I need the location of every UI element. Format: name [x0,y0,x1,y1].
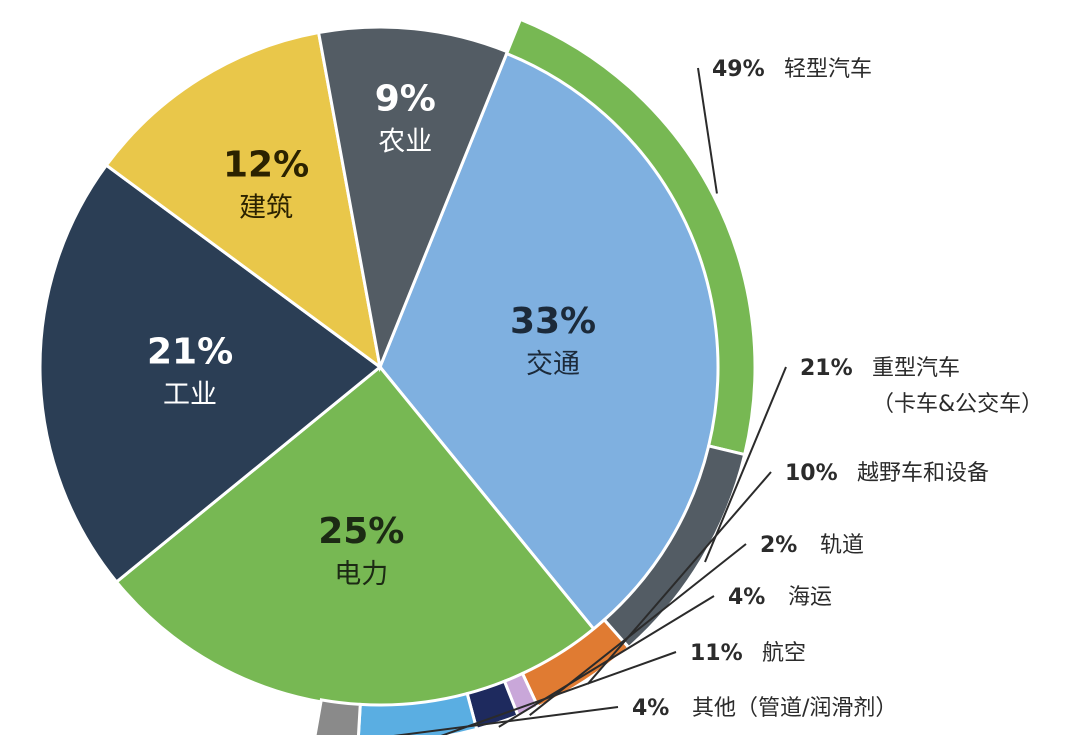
breakdown-name-label: 越野车和设备 [857,461,989,486]
slice-name-label: 交通 [526,349,580,380]
breakdown-name-label: 航空 [762,641,806,666]
slice-name-label: 电力 [334,559,388,590]
breakdown-name-label-line2: （卡车&公交车） [872,392,1043,417]
leader-line [697,67,718,194]
pie-slice-2 [38,163,383,585]
breakdown-name-label: 轻型汽车 [784,57,872,82]
breakdown-segment-6 [313,698,362,735]
leader-line [704,366,787,563]
breakdown-percent-label: 4% [632,696,669,721]
breakdown-name-label: 重型汽车 [872,356,960,381]
slice-percent-label: 25% [318,511,404,552]
leader-line [587,471,772,685]
slice-name-label: 建筑 [239,193,293,224]
leader-line [440,651,677,735]
slice-name-label: 工业 [163,380,217,411]
leader-line [393,706,619,735]
slice-percent-label: 9% [375,78,436,119]
breakdown-percent-label: 2% [760,533,797,558]
breakdown-percent-label: 11% [690,641,743,666]
breakdown-percent-label: 49% [712,57,765,82]
pie-slice-3 [104,30,383,371]
slice-percent-label: 12% [223,145,309,186]
leader-line [498,595,715,728]
pie-slice-4 [316,25,510,373]
slice-percent-label: 33% [510,301,596,342]
breakdown-name-label: 其他（管道/润滑剂） [692,696,897,721]
slice-percent-label: 21% [147,332,233,373]
slice-name-label: 农业 [378,126,432,157]
breakdown-name-label: 轨道 [820,533,864,558]
breakdown-percent-label: 21% [800,356,853,381]
breakdown-percent-label: 10% [785,461,838,486]
breakdown-percent-label: 4% [728,585,765,610]
breakdown-name-label: 海运 [788,585,832,610]
